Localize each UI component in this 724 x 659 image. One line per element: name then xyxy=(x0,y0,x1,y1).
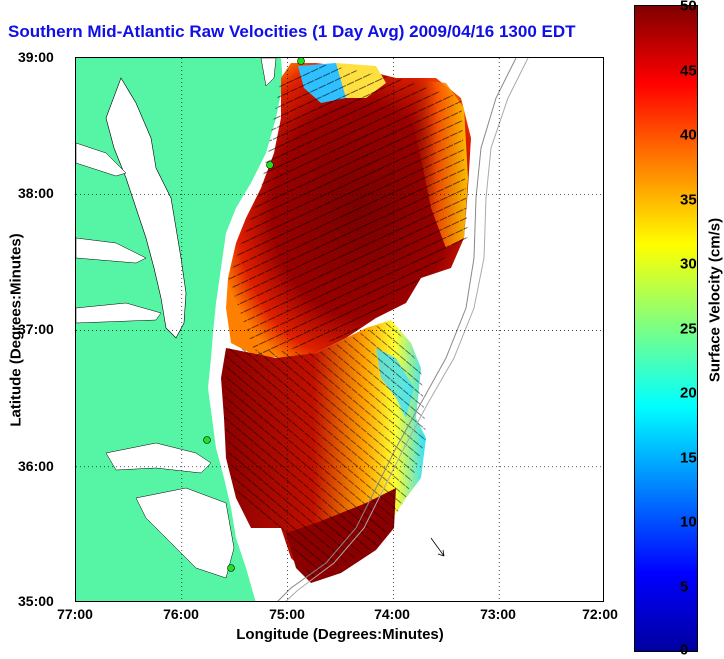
radar-site-marker xyxy=(266,161,274,169)
colorbar-tick: 45 xyxy=(680,62,697,80)
colorbar-tick: 0 xyxy=(680,641,689,659)
map-title: Southern Mid-Atlantic Raw Velocities (1 … xyxy=(8,22,576,41)
x-axis-label: Longitude (Degrees:Minutes) xyxy=(236,626,444,643)
x-tick-label: 75:00 xyxy=(269,606,305,622)
colorbar-gradient xyxy=(635,6,697,651)
map-plot-area xyxy=(75,57,604,602)
y-axis-label: Latitude (Degrees:Minutes) xyxy=(7,233,25,427)
radar-site-marker xyxy=(203,436,211,444)
albemarle-sound xyxy=(105,442,212,474)
bathymetry-contour xyxy=(277,58,517,601)
y-tick-label: 37:00 xyxy=(18,321,54,337)
x-tick-label: 72:00 xyxy=(582,606,618,622)
colorbar-tick: 25 xyxy=(680,320,697,338)
colorbar-tick: 15 xyxy=(680,449,697,467)
x-tick-label: 73:00 xyxy=(480,606,516,622)
x-tick-label: 76:00 xyxy=(163,606,199,622)
y-tick-label: 38:00 xyxy=(18,185,54,201)
colorbar-tick: 20 xyxy=(680,384,697,402)
colorbar-tick: 5 xyxy=(680,578,689,596)
y-tick-label: 36:00 xyxy=(18,458,54,474)
colorbar-tick: 30 xyxy=(680,255,697,273)
pamlico-sound xyxy=(135,487,235,579)
x-tick-label: 77:00 xyxy=(57,606,93,622)
radar-sites xyxy=(203,58,305,572)
y-tick-label: 39:00 xyxy=(18,49,54,65)
colorbar-tick: 50 xyxy=(680,0,697,15)
grid-lines xyxy=(76,58,603,601)
radar-site-marker xyxy=(227,564,235,572)
colorbar-tick: 40 xyxy=(680,126,697,144)
chesapeake-bay xyxy=(105,77,187,339)
y-tick-label: 35:00 xyxy=(18,593,54,609)
map-canvas xyxy=(76,58,603,601)
radar-site-marker xyxy=(297,58,305,65)
colorbar-tick: 35 xyxy=(680,191,697,209)
colorbar-label: Surface Velocity (cm/s) xyxy=(706,217,724,383)
colorbar-tick: 10 xyxy=(680,513,697,531)
colorbar xyxy=(634,5,698,652)
x-tick-label: 74:00 xyxy=(374,606,410,622)
